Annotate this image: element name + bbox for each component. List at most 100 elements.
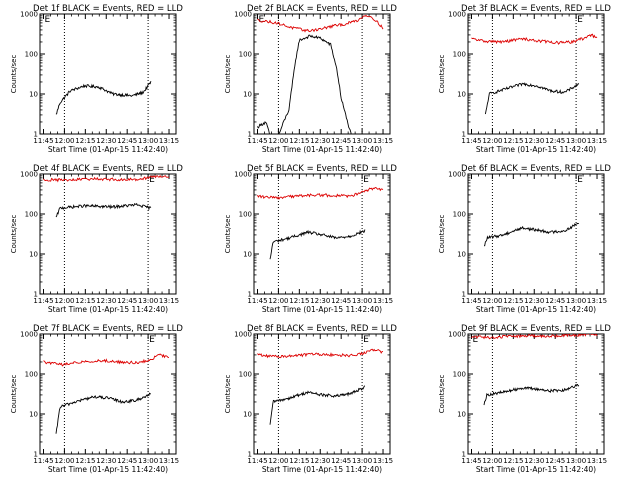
events-series-line <box>483 383 580 406</box>
x-tick-label: 12:00 <box>268 297 288 305</box>
x-tick-label: 13:15 <box>159 137 179 145</box>
x-tick-label: 12:15 <box>75 457 95 465</box>
plot-frame <box>253 333 391 455</box>
plot-frame <box>467 333 605 455</box>
y-tick-label: 10 <box>29 91 38 99</box>
x-tick-label: 13:00 <box>138 137 158 145</box>
y-axis-label: Counts/sec <box>438 215 446 254</box>
y-tick-label: 100 <box>25 51 38 59</box>
marker-label: E <box>363 335 369 345</box>
x-tick-label: 13:00 <box>352 457 372 465</box>
x-tick-label: 11:45 <box>461 137 481 145</box>
y-tick-label: 1 <box>248 131 252 139</box>
plot-frame <box>467 173 605 295</box>
detector-panel: Det 5f BLACK = Events, RED = LLD Counts/s… <box>224 164 397 314</box>
x-tick-label: 12:00 <box>54 457 74 465</box>
marker-label: E <box>577 15 583 25</box>
x-tick-label: 13:00 <box>138 457 158 465</box>
lld-series-line <box>43 353 169 367</box>
y-tick-label: 10 <box>243 91 252 99</box>
x-tick-label: 12:45 <box>331 457 351 465</box>
x-tick-label: 11:45 <box>461 297 481 305</box>
x-tick-label: 12:00 <box>482 137 502 145</box>
panel-title: Det 6f BLACK = Events, RED = LLD <box>461 164 611 174</box>
y-tick-label: 1000 <box>234 331 252 339</box>
x-tick-label: 12:30 <box>96 297 116 305</box>
x-axis-label: Start Time (01-Apr-15 11:42:40) <box>476 305 596 314</box>
x-tick-label: 12:45 <box>117 137 137 145</box>
detector-panel: Det 7f BLACK = Events, RED = LLD Counts/s… <box>10 324 183 474</box>
x-tick-label: 12:15 <box>75 297 95 305</box>
x-tick-label: 13:15 <box>587 137 607 145</box>
events-series-line <box>269 229 366 260</box>
marker-label: E <box>363 175 369 185</box>
events-series-line <box>257 34 360 134</box>
x-tick-label: 12:00 <box>268 457 288 465</box>
x-tick-label: 12:45 <box>117 297 137 305</box>
x-tick-label: 12:30 <box>96 137 116 145</box>
y-tick-label: 100 <box>453 211 466 219</box>
y-axis-label: Counts/sec <box>438 55 446 94</box>
y-axis-label: Counts/sec <box>10 215 18 254</box>
x-tick-label: 13:00 <box>138 297 158 305</box>
x-axis-label: Start Time (01-Apr-15 11:42:40) <box>48 145 168 154</box>
x-tick-label: 13:15 <box>587 457 607 465</box>
marker-label: E <box>44 15 50 25</box>
x-tick-label: 12:45 <box>117 457 137 465</box>
x-axis-label: Start Time (01-Apr-15 11:42:40) <box>262 465 382 474</box>
y-tick-label: 1000 <box>448 11 466 19</box>
events-series-line <box>483 222 579 247</box>
lld-series-line <box>43 174 170 183</box>
panel-title: Det 7f BLACK = Events, RED = LLD <box>33 324 183 334</box>
plot-frame <box>39 333 177 455</box>
x-tick-label: 13:00 <box>352 297 372 305</box>
panel-title: Det 2f BLACK = Events, RED = LLD <box>247 4 397 14</box>
x-tick-label: 12:30 <box>310 297 330 305</box>
y-tick-label: 100 <box>453 51 466 59</box>
x-axis-label: Start Time (01-Apr-15 11:42:40) <box>262 145 382 154</box>
detector-panel: Det 6f BLACK = Events, RED = LLD Counts/s… <box>438 164 611 314</box>
y-axis-label: Counts/sec <box>224 55 232 94</box>
events-series-line <box>484 82 580 115</box>
x-tick-label: 12:00 <box>268 137 288 145</box>
y-tick-label: 1000 <box>448 331 466 339</box>
x-tick-label: 12:30 <box>96 457 116 465</box>
x-tick-label: 12:15 <box>503 457 523 465</box>
lld-series-line <box>257 14 384 33</box>
y-tick-label: 1 <box>462 291 466 299</box>
marker-label: E <box>472 335 478 345</box>
y-tick-label: 1000 <box>234 11 252 19</box>
x-tick-label: 13:00 <box>566 457 586 465</box>
x-tick-label: 12:00 <box>482 457 502 465</box>
x-tick-label: 11:45 <box>33 457 53 465</box>
x-tick-label: 13:15 <box>373 457 393 465</box>
y-tick-label: 100 <box>25 211 38 219</box>
x-tick-label: 12:45 <box>331 297 351 305</box>
detector-panel: Det 2f BLACK = Events, RED = LLD Counts/s… <box>224 4 397 154</box>
x-tick-label: 11:45 <box>33 297 53 305</box>
y-tick-label: 1000 <box>20 171 38 179</box>
y-tick-label: 1 <box>34 131 38 139</box>
x-axis-label: Start Time (01-Apr-15 11:42:40) <box>476 465 596 474</box>
y-tick-label: 1000 <box>234 171 252 179</box>
x-axis-label: Start Time (01-Apr-15 11:42:40) <box>48 465 168 474</box>
y-axis-label: Counts/sec <box>224 375 232 414</box>
plot-frame <box>253 173 391 295</box>
lld-series-line <box>471 33 598 45</box>
x-tick-label: 12:15 <box>503 137 523 145</box>
y-tick-label: 10 <box>243 411 252 419</box>
y-tick-label: 10 <box>457 91 466 99</box>
x-tick-label: 12:45 <box>331 137 351 145</box>
x-tick-label: 12:30 <box>524 137 544 145</box>
marker-label: E <box>149 175 155 185</box>
detector-panel: Det 8f BLACK = Events, RED = LLD Counts/s… <box>224 324 397 474</box>
x-tick-label: 12:30 <box>524 457 544 465</box>
y-tick-label: 1 <box>248 451 252 459</box>
x-tick-label: 13:00 <box>566 137 586 145</box>
x-tick-label: 13:15 <box>373 297 393 305</box>
x-tick-label: 13:15 <box>373 137 393 145</box>
plot-frame <box>467 13 605 135</box>
detector-panel: Det 4f BLACK = Events, RED = LLD Counts/s… <box>10 164 183 314</box>
x-tick-label: 12:30 <box>524 297 544 305</box>
detector-panel: Det 3f BLACK = Events, RED = LLD Counts/s… <box>438 4 611 154</box>
